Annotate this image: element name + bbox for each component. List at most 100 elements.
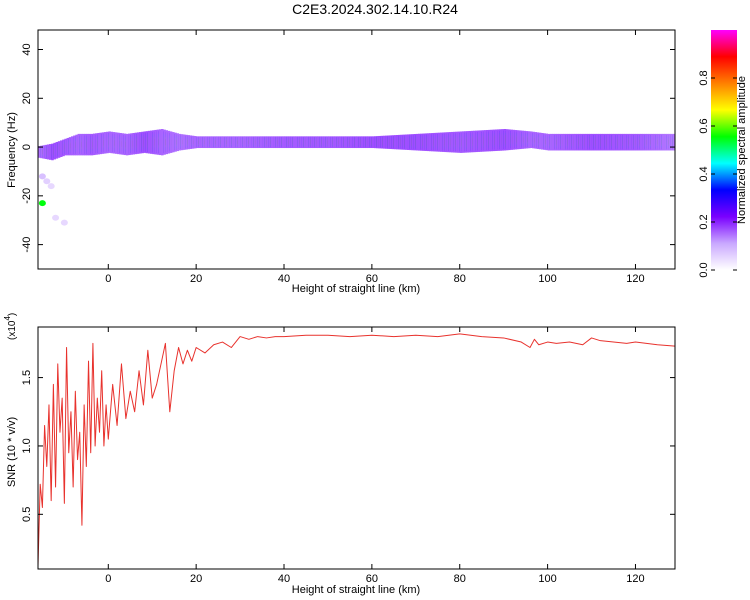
heatmap-cell [396,134,399,150]
heatmap-cell [106,131,109,154]
heatmap-cell [303,136,307,149]
heatmap-spot [38,173,46,180]
heatmap-cell [560,133,564,151]
heatmap-cell [464,131,467,153]
heatmap-cell [587,133,590,151]
heatmap-cell [582,133,586,151]
heatmap-cell [497,129,500,151]
heatmap-cell [367,136,371,149]
heatmap-cell [165,130,168,155]
heatmap-cell [235,136,239,149]
heatmap-cell [483,130,487,152]
heatmap-cell [242,136,245,149]
colorbar-tick-label: 0.4 [698,166,710,181]
heatmap-cell [332,136,335,149]
heatmap-panel: 0 20 40 60 80 100 120 -40 -20 0 20 40 Height of st… [6,29,676,295]
y-tick-label: 0 [21,144,33,150]
heatmap-cell [77,133,81,156]
y-tick-label: 1.0 [21,438,33,453]
heatmap-cell [132,132,136,155]
heatmap-cell [196,136,199,149]
heatmap-cell [66,137,70,156]
heatmap-cell [389,135,393,150]
heatmap-cell [174,132,177,152]
heatmap-cell [121,133,125,155]
heatmap-cell [202,136,206,149]
heatmap-cell [650,133,654,151]
heatmap-cell [626,133,630,151]
heatmap-cell [198,136,201,149]
snr-background [38,327,675,569]
heatmap-cell [490,129,494,152]
heatmap-y-ticks: -40 -20 0 20 40 [21,43,675,253]
heatmap-spot [38,200,46,207]
heatmap-cell [521,130,524,149]
heatmap-cell [248,136,252,149]
heatmap-cell [64,138,67,156]
heatmap-cell [97,132,100,155]
heatmap-cell [305,136,309,149]
heatmap-cell [119,132,122,155]
colorbar: 0.0 0.2 0.4 0.6 0.8 Normalized spectral ampl… [698,30,748,278]
heatmap-cell [573,133,577,151]
heatmap-cell [321,136,324,149]
y-tick-label: 40 [21,43,33,55]
heatmap-cell [79,133,83,156]
heatmap-cell [606,133,610,151]
heatmap-cell [73,135,76,156]
heatmap-cell [264,136,267,149]
heatmap-cell [110,131,114,154]
heatmap-cell [653,133,656,151]
heatmap-cell [613,133,617,151]
heatmap-cell [270,136,274,149]
heatmap-x-ticks: 0 20 40 60 80 100 120 [105,30,645,285]
heatmap-cell [672,133,676,151]
x-tick-label: 80 [454,273,466,285]
heatmap-cell [220,136,223,149]
heatmap-spot [60,219,68,226]
heatmap-cell [327,136,331,149]
heatmap-cell [325,136,329,149]
heatmap-cell [501,129,505,151]
heatmap-cell [578,133,581,151]
heatmap-cell [538,132,542,150]
heatmap-cell [415,133,419,151]
heatmap-cell [233,136,237,149]
heatmap-cell [661,133,665,151]
heatmap-cell [519,130,522,150]
heatmap-cell [112,132,116,154]
x-tick-label: 100 [538,573,556,585]
heatmap-cell [642,133,645,151]
heatmap-cell [468,130,472,153]
heatmap-cell [354,136,357,149]
heatmap-cell [349,136,353,149]
heatmap-cell [295,136,298,149]
heatmap-cell [657,133,661,151]
heatmap-cell [418,133,421,151]
heatmap-cell [639,133,643,151]
heatmap-cell [442,132,445,152]
heatmap-cell [635,133,639,151]
heatmap-cell [549,133,553,151]
heatmap-cell [204,136,208,149]
heatmap-cell [446,132,450,153]
x-tick-label: 60 [366,573,378,585]
heatmap-cell [152,130,155,155]
heatmap-cell [466,131,469,153]
heatmap-cell [314,136,318,149]
heatmap-cell [55,142,59,159]
figure-title: C2E3.2024.302.14.10.R24 [292,1,458,17]
heatmap-cell [426,133,430,152]
heatmap-cell [169,131,173,153]
heatmap-cell [336,136,340,149]
x-tick-label: 60 [366,273,378,285]
heatmap-cell [257,136,261,149]
heatmap-cell [150,130,153,154]
heatmap-cell [215,136,219,149]
heatmap-cell [53,142,56,160]
heatmap-spot [52,214,60,221]
heatmap-cell [191,135,195,149]
heatmap-cell [246,136,250,149]
heatmap-cell [556,133,559,151]
heatmap-cell [433,132,436,152]
